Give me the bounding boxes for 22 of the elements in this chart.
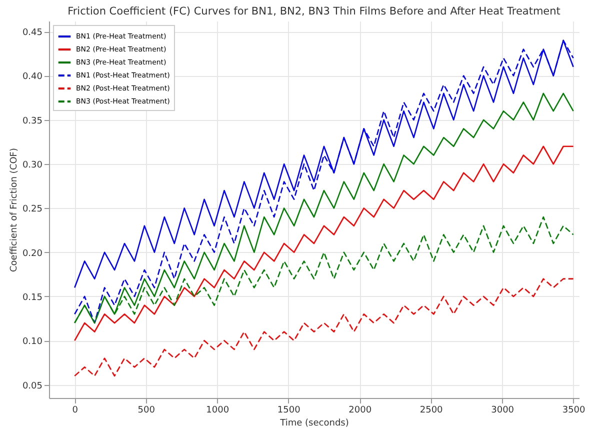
chart-title: Friction Coefficient (FC) Curves for BN1, BN2, BN3 Thin Films Before and After Heat Treatment <box>68 6 560 18</box>
x-tick-label: 2500 <box>420 406 444 416</box>
x-tick-label: 3500 <box>562 406 586 416</box>
line-series <box>74 278 574 377</box>
x-tick-label: 3000 <box>491 406 514 416</box>
y-tick-label: 0.20 <box>22 248 43 259</box>
y-tick-label: 0.05 <box>22 381 42 392</box>
y-tick-label: 0.10 <box>22 337 43 348</box>
y-tick-label: 0.30 <box>22 160 43 171</box>
x-tick-label: 2000 <box>348 406 372 416</box>
y-tick-label: 0.40 <box>22 72 43 82</box>
y-tick-label: 0.45 <box>22 28 42 38</box>
y-tick-label: 0.25 <box>22 204 42 215</box>
y-tick-label: 0.15 <box>22 292 42 303</box>
line-series <box>74 146 574 342</box>
y-axis-title: Coefficient of Friction (COF) <box>9 148 20 272</box>
y-tick-label: 0.35 <box>22 116 42 126</box>
x-tick-label: 1000 <box>206 406 230 416</box>
x-axis-title: Time (seconds) <box>279 418 349 428</box>
x-tick-label: 0 <box>72 406 78 416</box>
x-tick-label: 1500 <box>277 406 301 416</box>
x-tick-label: 500 <box>138 406 156 416</box>
